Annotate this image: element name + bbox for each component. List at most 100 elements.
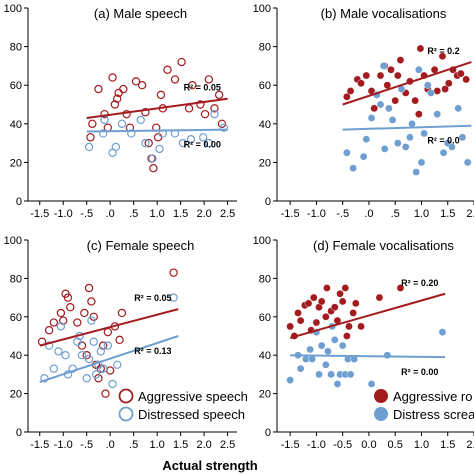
aggressive-point (144, 138, 153, 148)
x-tick-label: 1.0 (414, 439, 429, 451)
aggressive-point (214, 90, 224, 100)
legend-marker-aggressive (118, 388, 134, 404)
distressed-point (204, 138, 214, 148)
distressed-point (68, 364, 77, 373)
aggressive-point (177, 57, 186, 67)
x-tick-label: 2.0 (466, 439, 474, 451)
distressed-point (438, 328, 447, 336)
aggressive-point (351, 299, 360, 308)
distressed-point (306, 345, 314, 354)
distressed-point (56, 322, 66, 331)
legend-marker-distressed (118, 406, 134, 422)
legend-label-aggressive: Aggressive ro (393, 389, 472, 404)
aggressive-point (433, 87, 442, 95)
distressed-point (406, 133, 414, 142)
aggressive-point (122, 109, 131, 119)
aggressive-point (441, 85, 449, 93)
aggressive-point (370, 104, 378, 113)
distressed-point (103, 341, 113, 350)
aggressive-point (387, 65, 395, 74)
distressed-r2-label: R² = 0.0 (427, 136, 459, 146)
panel-title: (b) Male vocalisations (321, 6, 447, 21)
aggressive-point (103, 327, 113, 337)
aggressive-point (346, 87, 355, 95)
x-tick-label: -1.5 (281, 208, 300, 220)
aggressive-trend-line (289, 292, 446, 339)
distressed-point (54, 347, 63, 356)
aggressive-r2-label: R² = 0.20 (401, 278, 438, 288)
distressed-point (98, 129, 108, 138)
aggressive-point (196, 100, 205, 109)
x-tick-label: -.5 (336, 208, 349, 220)
x-tick-label: .0 (106, 208, 115, 220)
distressed-point (427, 89, 435, 97)
distressed-point (380, 145, 389, 153)
distressed-point (49, 364, 59, 373)
panel-title: (a) Male speech (94, 6, 187, 21)
y-tick-label: 20 (10, 389, 22, 401)
distressed-point (394, 139, 402, 147)
distressed-point (423, 81, 432, 89)
distressed-point (367, 114, 376, 122)
distressed-point (198, 133, 208, 142)
distressed-point (82, 374, 91, 383)
x-tick-label: -1.0 (54, 208, 73, 220)
distressed-point (308, 355, 316, 363)
aggressive-point (217, 119, 227, 129)
distressed-point (61, 351, 70, 360)
distressed-point (401, 143, 410, 151)
distressed-point (40, 374, 49, 383)
distressed-point (178, 138, 188, 148)
distressed-point (333, 380, 342, 388)
distressed-point (388, 116, 397, 124)
aggressive-point (101, 389, 110, 398)
aggressive-point (184, 104, 194, 113)
aggressive-point (338, 297, 347, 306)
distressed-point (433, 110, 442, 118)
aggressive-point (396, 284, 405, 292)
x-tick-label: 0.5 (388, 439, 403, 451)
x-tick-label: -1.5 (30, 439, 49, 451)
distressed-point (349, 164, 357, 172)
distressed-point (330, 336, 339, 344)
aggressive-point (86, 133, 95, 142)
aggressive-point (323, 284, 331, 292)
aggressive-point (113, 94, 122, 103)
distressed-point (113, 360, 122, 369)
aggressive-point (63, 293, 73, 302)
aggressive-point (394, 71, 402, 80)
aggressive-point (362, 71, 371, 80)
x-tick-label: -.5 (80, 208, 93, 220)
y-tick-label: 80 (10, 273, 22, 285)
aggressive-point (430, 65, 439, 74)
distressed-point (315, 370, 323, 379)
aggressive-point (156, 90, 166, 100)
aggressive-point (391, 96, 400, 105)
aggressive-point (462, 75, 470, 84)
x-tick-label: 2.0 (466, 208, 474, 220)
x-tick-label: 2.5 (220, 439, 235, 451)
aggressive-r2-label: R² = 0.05 (134, 293, 171, 303)
y-tick-label: 60 (259, 80, 271, 92)
aggressive-point (49, 318, 59, 327)
y-tick-label: 0 (265, 427, 271, 439)
distressed-point (417, 158, 426, 167)
distressed-r2-label: R² = 0.00 (184, 140, 221, 150)
aggressive-point (131, 77, 141, 86)
y-tick-label: 60 (10, 312, 22, 324)
aggressive-point (170, 75, 180, 84)
distressed-point (454, 104, 463, 113)
aggressive-point (108, 73, 117, 82)
distressed-r2-label: R² = 0.13 (134, 346, 171, 356)
x-tick-label: 2.0 (196, 439, 211, 451)
panel-female-speech: 0 20 40 60 80 100 -1.5 -1.0 -.5 .0 .5 1.0 1.5 2.0 2.5 (… (4, 235, 248, 451)
aggressive-point (317, 297, 326, 306)
y-tick-label: 80 (259, 273, 271, 285)
y-tick-label: 100 (4, 3, 22, 15)
aggressive-point (336, 289, 344, 298)
aggressive-point (117, 308, 127, 318)
y-tick-label: 100 (253, 3, 271, 15)
legend-label-distressed: Distress screa (393, 407, 474, 422)
aggressive-point (163, 65, 172, 74)
